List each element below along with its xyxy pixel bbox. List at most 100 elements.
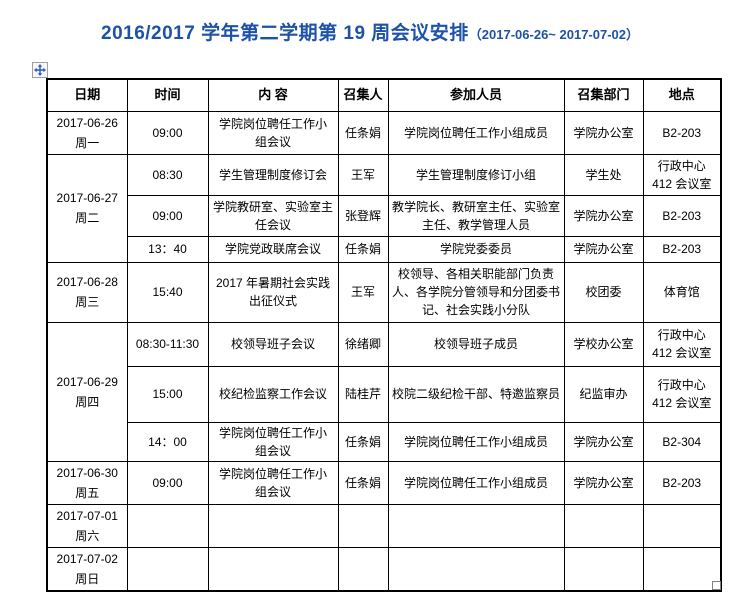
content-cell[interactable]: 学院党政联席会议 [207, 235, 339, 263]
date-cell[interactable]: 2017-07-02 周日 [46, 546, 128, 591]
location-cell[interactable]: 行政中心 412 会议室 [642, 365, 722, 423]
department-cell[interactable]: 学院办公室 [563, 460, 644, 505]
meeting-schedule-table: 日期 时间 内 容 召集人 参加人员 召集部门 地点 2017-06-26 周一 … [46, 78, 722, 592]
department-cell[interactable] [563, 546, 644, 591]
convener-cell[interactable]: 陆桂芹 [337, 365, 389, 423]
content-cell[interactable]: 学院岗位聘任工作小 组会议 [207, 421, 339, 462]
department-cell[interactable]: 学院办公室 [563, 421, 644, 462]
location-cell[interactable]: B2-203 [642, 460, 722, 505]
col-header-department[interactable]: 召集部门 [563, 78, 644, 112]
convener-cell[interactable]: 任条娟 [337, 235, 389, 263]
weekday-text: 周一 [75, 135, 100, 150]
time-cell[interactable]: 14：00 [126, 421, 209, 462]
date-cell[interactable]: 2017-06-29 周四 [46, 321, 128, 462]
date-text: 2017-06-26 [56, 115, 118, 130]
convener-cell[interactable] [337, 546, 389, 591]
time-cell[interactable]: 09:00 [126, 110, 209, 155]
convener-cell[interactable]: 任条娟 [337, 460, 389, 505]
participants-cell[interactable]: 学院岗位聘任工作小组成员 [387, 110, 565, 155]
content-cell[interactable]: 学院岗位聘任工作小 组会议 [207, 460, 339, 505]
date-text: 2017-06-27 [56, 191, 118, 205]
convener-cell[interactable]: 张登辉 [337, 194, 389, 237]
department-cell[interactable] [563, 503, 644, 548]
date-cell[interactable]: 2017-07-01 周六 [46, 503, 128, 548]
content-cell[interactable]: 学院教研室、实验室主 任会议 [207, 194, 339, 237]
department-cell[interactable]: 学院办公室 [563, 110, 644, 155]
page-title[interactable]: 2016/2017 学年第二学期第 19 周会议安排（2017-06-26~ 2… [0, 21, 740, 47]
department-cell[interactable]: 学院办公室 [563, 194, 644, 237]
location-cell[interactable]: 行政中心 412 会议室 [642, 321, 722, 367]
participants-cell[interactable]: 学院岗位聘任工作小组成员 [387, 421, 565, 462]
date-text: 2017-07-02 [56, 551, 118, 566]
date-cell[interactable]: 2017-06-26 周一 [46, 110, 128, 155]
time-cell[interactable]: 09:00 [126, 460, 209, 505]
col-header-content[interactable]: 内 容 [207, 78, 339, 112]
table-resize-handle[interactable] [712, 581, 721, 590]
location-cell[interactable] [642, 503, 722, 548]
convener-cell[interactable]: 任条娟 [337, 421, 389, 462]
weekday-text: 周六 [75, 528, 100, 543]
date-cell[interactable]: 2017-06-27 周二 [46, 153, 128, 263]
weekday-text: 周二 [75, 211, 100, 225]
col-header-time[interactable]: 时间 [126, 78, 209, 112]
date-cell[interactable]: 2017-06-30 周五 [46, 460, 128, 505]
department-cell[interactable]: 学院办公室 [563, 235, 644, 263]
location-cell[interactable] [642, 546, 722, 591]
date-text: 2017-06-28 [56, 275, 118, 289]
participants-cell[interactable]: 校院二级纪检干部、特邀监察员 [387, 365, 565, 423]
col-header-convener[interactable]: 召集人 [337, 78, 389, 112]
content-cell[interactable]: 学院岗位聘任工作小 组会议 [207, 110, 339, 155]
participants-cell[interactable] [387, 546, 565, 591]
location-cell[interactable]: 行政中心 412 会议室 [642, 153, 722, 196]
department-cell[interactable]: 校团委 [563, 261, 644, 323]
department-cell[interactable]: 学校办公室 [563, 321, 644, 367]
location-cell[interactable]: B2-304 [642, 421, 722, 462]
time-cell[interactable]: 08:30-11:30 [126, 321, 209, 367]
convener-cell[interactable]: 王军 [337, 261, 389, 323]
date-text: 2017-07-01 [56, 508, 118, 523]
time-cell[interactable]: 15:40 [126, 261, 209, 323]
participants-cell[interactable]: 学生管理制度修订小组 [387, 153, 565, 196]
time-cell[interactable] [126, 503, 209, 548]
move-icon [34, 64, 46, 76]
content-cell[interactable]: 学生管理制度修订会 [207, 153, 339, 196]
participants-cell[interactable] [387, 503, 565, 548]
convener-cell[interactable] [337, 503, 389, 548]
col-header-date[interactable]: 日期 [46, 78, 128, 112]
location-cell[interactable]: B2-203 [642, 110, 722, 155]
table-move-handle[interactable] [32, 62, 48, 78]
time-cell[interactable] [126, 546, 209, 591]
weekday-text: 周三 [75, 295, 100, 309]
department-cell[interactable]: 纪监审办 [563, 365, 644, 423]
title-date-range: （2017-06-26~ 2017-07-02） [468, 27, 639, 42]
location-cell[interactable]: 体育馆 [642, 261, 722, 323]
content-cell[interactable]: 校领导班子会议 [207, 321, 339, 367]
time-cell[interactable]: 08:30 [126, 153, 209, 196]
content-cell[interactable]: 2017 年暑期社会实践 出征仪式 [207, 261, 339, 323]
convener-cell[interactable]: 王军 [337, 153, 389, 196]
location-cell[interactable]: B2-203 [642, 235, 722, 263]
participants-cell[interactable]: 学院党委委员 [387, 235, 565, 263]
content-cell[interactable]: 校纪检监察工作会议 [207, 365, 339, 423]
participants-cell[interactable]: 校领导、各相关职能部门负责 人、各学院分管领导和分团委书 记、社会实践小分队 [387, 261, 565, 323]
table-row: 2017-06-27 周二 08:30 学生管理制度修订会 王军 学生管理制度修订… [46, 153, 722, 263]
table-row: 2017-06-28 周三 15:40 2017 年暑期社会实践 出征仪式 王军 … [46, 261, 722, 323]
table-row: 2017-07-02 周日 [46, 546, 722, 591]
col-header-location[interactable]: 地点 [642, 78, 722, 112]
col-header-participants[interactable]: 参加人员 [387, 78, 565, 112]
date-text: 2017-06-30 [56, 465, 118, 480]
time-cell[interactable]: 13：40 [126, 235, 209, 263]
convener-cell[interactable]: 徐绪卿 [337, 321, 389, 367]
department-cell[interactable]: 学生处 [563, 153, 644, 196]
participants-cell[interactable]: 学院岗位聘任工作小组成员 [387, 460, 565, 505]
time-cell[interactable]: 15:00 [126, 365, 209, 423]
location-cell[interactable]: B2-203 [642, 194, 722, 237]
convener-cell[interactable]: 任条娟 [337, 110, 389, 155]
date-cell[interactable]: 2017-06-28 周三 [46, 261, 128, 323]
table-row: 2017-06-29 周四 08:30-11:30 校领导班子会议 徐绪卿 校领导… [46, 321, 722, 462]
time-cell[interactable]: 09:00 [126, 194, 209, 237]
participants-cell[interactable]: 校领导班子成员 [387, 321, 565, 367]
content-cell[interactable] [207, 503, 339, 548]
content-cell[interactable] [207, 546, 339, 591]
participants-cell[interactable]: 教学院长、教研室主任、实验室 主任、教学管理人员 [387, 194, 565, 237]
